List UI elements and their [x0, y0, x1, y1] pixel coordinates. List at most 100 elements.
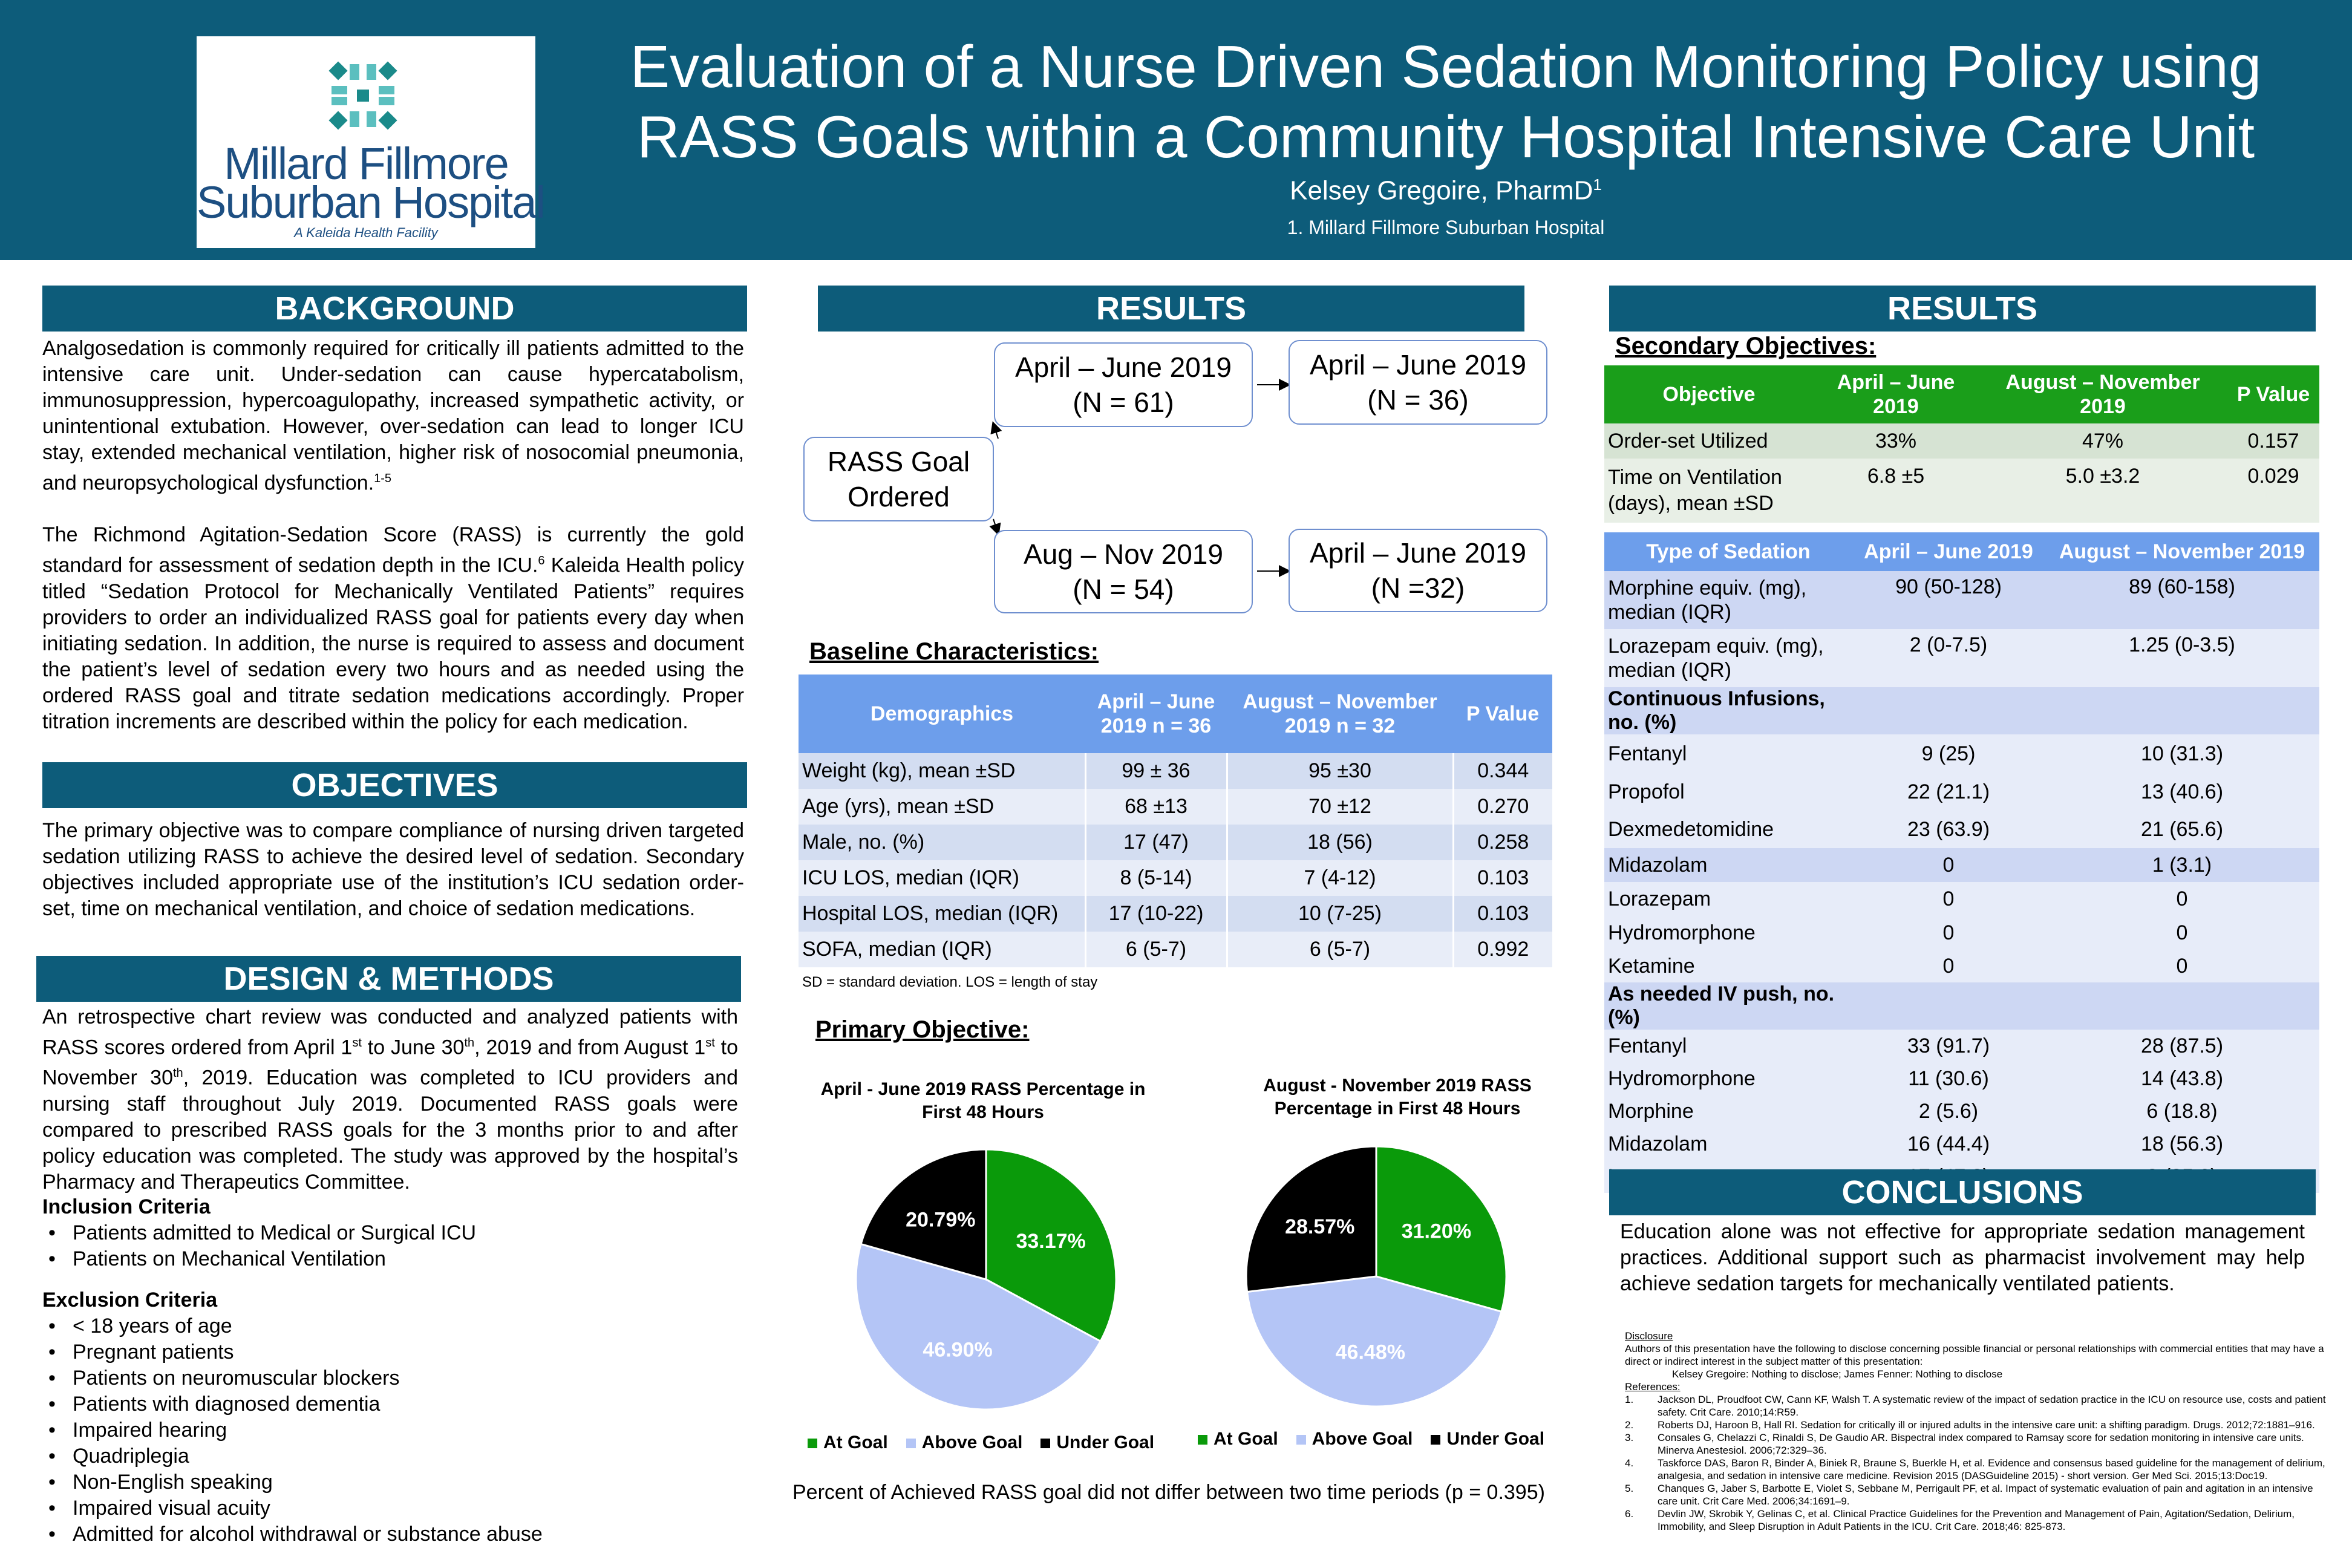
hospital-logo: Millard Fillmore Suburban Hospital A Kal…	[197, 36, 546, 248]
pie-chart-aug-nov: 31.20% 46.48% 28.57%	[1245, 1145, 1508, 1408]
table-row: Order-set Utilized 33% 47% 0.157	[1604, 423, 2319, 459]
references-list: 1. Jackson DL, Proudfoot CW, Cann KF, Wal…	[1625, 1393, 2327, 1533]
table-header: April – June 2019 n = 36	[1085, 675, 1227, 753]
reference-item: 2. Roberts DJ, Haroon B, Hall RI. Sedatio…	[1625, 1419, 2315, 1431]
table-row: ICU LOS, median (IQR) 8 (5-14) 7 (4-12) 0.1…	[799, 860, 1552, 896]
secondary-objectives-heading: Secondary Objectives:	[1615, 333, 1877, 359]
exclusion-heading: Exclusion Criteria	[42, 1289, 218, 1312]
legend-item: At Goal	[808, 1432, 888, 1453]
table-row: Lorazepam 0 0	[1604, 882, 2319, 916]
poster-author: Kelsey Gregoire, PharmD1	[1290, 175, 1602, 206]
table-row: Age (yrs), mean ±SD 68 ±13 70 ±12 0.270	[799, 789, 1552, 825]
table-row: Fentanyl 9 (25) 10 (31.3)	[1604, 734, 2319, 773]
legend-item: Above Goal	[906, 1432, 1022, 1453]
table-header: P Value	[1453, 675, 1552, 753]
disclosure-heading: Disclosure	[1625, 1330, 1673, 1342]
pie-slice-at-goal	[1375, 1145, 1508, 1313]
primary-objective-heading: Primary Objective:	[815, 1016, 1030, 1043]
list-item: Non-English speaking	[42, 1469, 744, 1495]
table-row: Propofol 22 (21.1) 13 (40.6)	[1604, 773, 2319, 811]
table-header: August – November 2019	[2045, 532, 2319, 571]
conclusions-heading: CONCLUSIONS	[1609, 1169, 2316, 1215]
table-row: Hospital LOS, median (IQR) 17 (10-22) 10 (…	[799, 896, 1552, 932]
legend-swatch	[808, 1439, 817, 1449]
logo-text-tagline: A Kaleida Health Facility	[294, 225, 438, 240]
legend-swatch	[1431, 1435, 1441, 1445]
flow-connectors	[989, 379, 1291, 577]
flow-box-apr-jun-initial: April – June 2019 (N = 61)	[994, 342, 1253, 427]
legend-item: Under Goal	[1040, 1432, 1154, 1453]
pie-slice-under-goal	[1245, 1145, 1377, 1293]
table-row: Morphine 2 (5.6) 6 (18.8)	[1604, 1095, 2319, 1128]
legend-item: At Goal	[1198, 1429, 1278, 1449]
flow-box-aug-nov-final: April – June 2019 (N =32)	[1289, 529, 1547, 612]
reference-item: 1. Jackson DL, Proudfoot CW, Cann KF, Wal…	[1625, 1394, 2326, 1418]
disclosure-text: Authors of this presentation have the fo…	[1625, 1343, 2324, 1367]
list-item: < 18 years of age	[42, 1313, 744, 1339]
legend-swatch	[1040, 1439, 1051, 1449]
table-row: Time on Ventilation (days), mean ±SD 6.8 …	[1604, 459, 2319, 523]
methods-heading: DESIGN & METHODS	[36, 956, 741, 1002]
pie-chart-apr-jun: 33.17% 46.90% 20.79%	[855, 1148, 1117, 1411]
pie-data-label: 28.57%	[1285, 1215, 1354, 1238]
pie-data-label: 46.90%	[923, 1339, 992, 1362]
table-header: August – November 2019 n = 32	[1227, 675, 1453, 753]
disclosure-names: Kelsey Gregoire: Nothing to disclose; Ja…	[1672, 1368, 2003, 1380]
inclusion-criteria: Inclusion Criteria Patients admitted to …	[42, 1194, 744, 1272]
table-row: Weight (kg), mean ±SD 99 ± 36 95 ±30 0.344	[799, 753, 1552, 789]
table-header: P Value	[2227, 365, 2319, 423]
secondary-objectives-table: Objective April – June 2019 August – Nov…	[1604, 365, 2319, 523]
poster-title: Evaluation of a Nurse Driven Sedation Mo…	[630, 33, 2262, 170]
list-item: Admitted for alcohol withdrawal or subst…	[42, 1521, 744, 1547]
reference-item: 3. Consales G, Chelazzi C, Rinaldi S, De …	[1625, 1432, 2304, 1456]
baseline-heading: Baseline Characteristics:	[809, 638, 1099, 665]
legend-item: Above Goal	[1296, 1429, 1413, 1449]
chart-legend: At Goal Above Goal Under Goal	[1198, 1429, 1544, 1449]
reference-item: 6. Devlin JW, Skrobik Y, Gelinas C, et al…	[1625, 1508, 2295, 1532]
table-row: Midazolam 16 (44.4) 18 (56.3)	[1604, 1128, 2319, 1160]
results-heading-center: RESULTS	[818, 286, 1524, 332]
legend-swatch	[1198, 1435, 1207, 1445]
logo-text-line1: Millard Fillmore	[224, 139, 509, 189]
disclosure-block: Disclosure Authors of this presentation …	[1625, 1330, 2327, 1533]
table-row: Male, no. (%) 17 (47) 18 (56) 0.258	[799, 825, 1552, 860]
pie-slice-under-goal	[860, 1148, 987, 1281]
table-header: Type of Sedation	[1604, 532, 1852, 571]
legend-swatch	[1296, 1435, 1306, 1445]
logo-cross-icon	[328, 61, 397, 130]
inclusion-heading: Inclusion Criteria	[42, 1195, 211, 1218]
table-row: Lorazepam equiv. (mg), median (IQR) 2 (0-…	[1604, 629, 2319, 687]
list-item: Patients with diagnosed dementia	[42, 1391, 744, 1417]
results-heading-right: RESULTS	[1609, 286, 2316, 332]
poster-header: Millard Fillmore Suburban Hospital A Kal…	[0, 0, 2352, 260]
pie-slice-at-goal	[985, 1148, 1117, 1343]
background-text: Analgosedation is commonly required for …	[42, 337, 744, 733]
table-header: August – November 2019	[1978, 365, 2227, 423]
legend-swatch	[906, 1439, 916, 1449]
table-row: Dexmedetomidine 23 (63.9) 21 (65.6)	[1604, 811, 2319, 848]
primary-objective-note: Percent of Achieved RASS goal did not di…	[792, 1481, 1545, 1504]
chart-legend: At Goal Above Goal Under Goal	[808, 1432, 1154, 1453]
list-item: Patients on Mechanical Ventilation	[42, 1246, 744, 1272]
table-row: Hydromorphone 0 0	[1604, 916, 2319, 950]
table-row: Hydromorphone 11 (30.6) 14 (43.8)	[1604, 1062, 2319, 1095]
sedation-type-table: Type of Sedation April – June 2019 Augus…	[1604, 532, 2319, 1193]
list-item: Impaired visual acuity	[42, 1495, 744, 1521]
table-header: Objective	[1604, 365, 1814, 423]
table-row: As needed IV push, no. (%)	[1604, 982, 2319, 1030]
table-row: Continuous Infusions, no. (%)	[1604, 687, 2319, 734]
baseline-note: SD = standard deviation. LOS = length of…	[802, 974, 1098, 990]
objectives-text: The primary objective was to compare com…	[42, 819, 744, 920]
pie-slice-above-goal	[1246, 1275, 1503, 1408]
table-row: Fentanyl 33 (91.7) 28 (87.5)	[1604, 1030, 2319, 1062]
pie-data-label: 31.20%	[1402, 1220, 1471, 1243]
chart-title: April - June 2019 RASS Percentage in Fir…	[820, 1079, 1146, 1122]
table-row: SOFA, median (IQR) 6 (5-7) 6 (5-7) 0.992	[799, 932, 1552, 967]
list-item: Quadriplegia	[42, 1443, 744, 1469]
flow-box-aug-nov-initial: Aug – Nov 2019 (N = 54)	[994, 530, 1253, 613]
table-row: Midazolam 0 1 (3.1)	[1604, 848, 2319, 882]
pie-data-label: 46.48%	[1336, 1341, 1405, 1364]
background-heading: BACKGROUND	[42, 286, 747, 332]
chart-title: August - November 2019 RASS Percentage i…	[1263, 1076, 1532, 1119]
flow-box-rass-goal: RASS Goal Ordered	[803, 437, 994, 521]
